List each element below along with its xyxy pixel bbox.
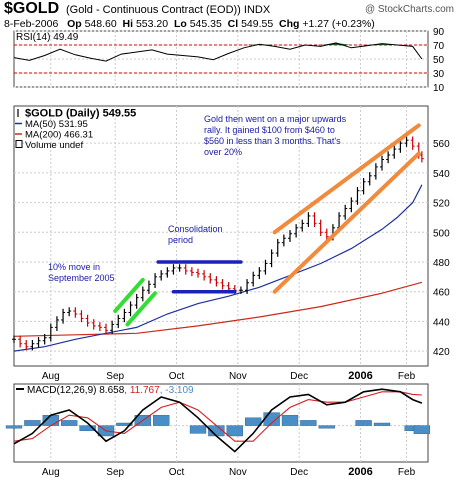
macd-histogram-bar [373, 422, 391, 426]
high-value: 553.20 [135, 18, 169, 30]
lower-channel-line [272, 151, 421, 294]
price-axis-tick-label: 420 [433, 347, 450, 358]
price-x-tick-label: Sep [106, 371, 124, 382]
price-legend-label: MA(200) 466.31 [25, 130, 93, 141]
low-value: 545.35 [189, 18, 222, 30]
open-value: 548.60 [84, 18, 117, 30]
price-x-tick-label: Feb [398, 371, 416, 382]
macd-x-tick-label: Sep [106, 467, 124, 478]
annotation-consolidation: Consolidation period [168, 224, 223, 245]
price-axis-tick-label: 440 [433, 317, 450, 328]
september-move-line [125, 291, 158, 327]
macd-histogram-bar [153, 415, 170, 426]
macd-x-tick-label: Oct [169, 467, 185, 478]
rsi-legend: RSI(14) 49.49 [16, 32, 79, 43]
price-x-tick-label: Nov [229, 371, 247, 382]
rsi-axis-tick-label: 70 [433, 41, 445, 52]
annotation-rally: Gold then went on a major upwards rally.… [204, 114, 347, 157]
macd-line [13, 388, 423, 453]
price-x-tick-label: Oct [169, 371, 185, 382]
macd-histogram-bar [61, 420, 78, 426]
macd-x-tick-label: Feb [398, 467, 416, 478]
ma200-line [13, 281, 423, 337]
low-label: Lo [173, 18, 187, 30]
macd-histogram-bar [318, 425, 335, 429]
quote-date: 8-Feb-2006 [4, 18, 59, 30]
rsi-axis-tick-label: 30 [433, 69, 445, 80]
ma50-line [13, 184, 423, 352]
macd-x-tick-label: Aug [42, 467, 60, 478]
symbol-title: $GOLD [4, 0, 60, 17]
macd-histogram-bar [189, 425, 207, 434]
macd-x-tick-label: Nov [229, 467, 247, 478]
macd-histogram-bar [24, 420, 41, 426]
macd-legend-text: MACD(12,26,9) 8.658, 11.767, -3.109 [27, 385, 194, 396]
exchange-label: INDX [243, 4, 271, 16]
rsi-axis-tick-label: 50 [433, 55, 445, 66]
september-move-line [113, 277, 145, 314]
legend-volume-marker [15, 140, 23, 148]
close-value: 549.55 [241, 18, 274, 30]
instrument-name: (Gold - Continuous Contract (EOD)) INDX [66, 4, 270, 16]
price-x-tick-label: Dec [290, 371, 308, 382]
close-label: Cl [227, 18, 239, 30]
macd-signal-line [13, 391, 422, 442]
rsi-axis-tick-label: 90 [433, 27, 445, 38]
price-legend-label: MA(50) 531.95 [25, 119, 88, 130]
change-label: Chg [279, 18, 300, 30]
rsi-line [13, 42, 423, 62]
macd-histogram-bar [245, 417, 262, 426]
macd-legend-macd: MACD(12,26,9) 8.658 [27, 385, 125, 396]
macd-histogram-bar [281, 415, 299, 426]
price-axis-tick-label: 500 [433, 228, 450, 239]
macd-histogram-bar [116, 422, 133, 426]
annotation-september: 10% move in September 2005 [48, 262, 115, 283]
macd-legend-signal: , 11.767 [124, 385, 160, 396]
macd-histogram-bar [79, 425, 96, 432]
macd-histogram-bar [5, 425, 23, 429]
price-x-tick-label: 2006 [348, 370, 372, 382]
macd-histogram-bar [355, 420, 372, 426]
upper-channel-line [272, 123, 421, 235]
price-axis-tick-label: 520 [433, 199, 450, 210]
price-legend-label: $GOLD (Daily) 549.55 [25, 108, 136, 120]
macd-histogram-bar [226, 425, 243, 437]
macd-histogram-bar [413, 425, 431, 434]
macd-histogram-bar [300, 420, 317, 426]
price-legend-label: Volume undef [25, 140, 83, 151]
price-axis-tick-label: 480 [433, 258, 450, 269]
price-axis-tick-label: 540 [433, 169, 450, 180]
macd-legend-histogram: , -3.109 [160, 385, 194, 396]
brand-watermark: @ StockCharts.com [364, 4, 454, 15]
open-label: Op [67, 18, 82, 30]
rsi-axis-tick-label: 10 [433, 83, 445, 94]
high-label: Hi [122, 18, 134, 30]
price-axis-tick-label: 460 [433, 288, 450, 299]
price-x-tick-label: Aug [42, 371, 60, 382]
macd-x-tick-label: 2006 [348, 466, 372, 478]
instrument-full-name: (Gold - Continuous Contract (EOD)) [66, 4, 241, 16]
price-axis-tick-label: 560 [433, 139, 450, 150]
macd-x-tick-label: Dec [290, 467, 308, 478]
change-value: +1.27 (+0.23%) [302, 18, 375, 30]
quote-line: 8-Feb-2006 Op 548.60 Hi 553.20 Lo 545.35… [4, 18, 375, 30]
